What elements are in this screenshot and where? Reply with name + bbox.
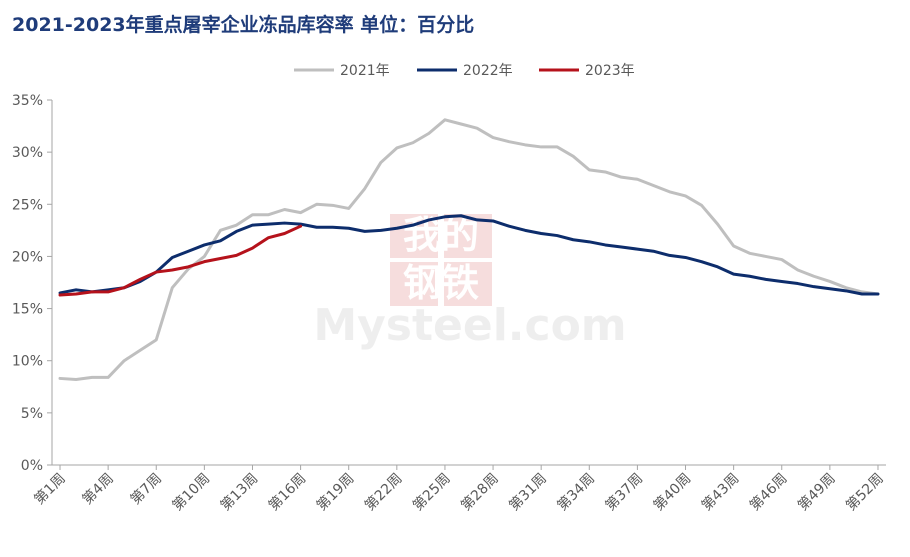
x-tick-label: 第10周	[169, 470, 213, 514]
x-axis: 第1周 第4周 第7周 第10周 第13周 第16周 第19周 第22周 第25周 第28周 第31…	[31, 464, 887, 514]
y-tick-label: 10%	[12, 354, 43, 370]
x-tick-label: 第28周	[457, 470, 501, 514]
y-tick-label: 20%	[12, 249, 43, 265]
legend-label-2021: 2021年	[340, 63, 390, 79]
watermark-block-1	[390, 214, 438, 258]
watermark-brand: Mysteel.com	[313, 300, 626, 351]
y-tick-label: 25%	[12, 197, 43, 213]
watermark-line1: 我的	[403, 213, 479, 257]
y-tick-label: 5%	[21, 406, 43, 422]
x-tick-label: 第31周	[506, 470, 550, 514]
x-tick-label: 第34周	[554, 470, 598, 514]
x-tick-label: 第25周	[409, 470, 453, 514]
y-axis: 0% 5% 10% 15% 20% 25% 30% 35%	[12, 93, 53, 474]
x-tick-label: 第52周	[842, 470, 886, 514]
legend-label-2022: 2022年	[463, 63, 513, 79]
legend: 2021年 2022年 2023年	[294, 63, 635, 79]
series-line-2022	[58, 214, 880, 296]
legend-label-2023: 2023年	[585, 63, 635, 79]
x-tick-label: 第7周	[127, 470, 165, 508]
x-tick-label: 第16周	[265, 470, 309, 514]
y-tick-label: 15%	[12, 302, 43, 318]
x-tick-label: 第37周	[602, 470, 646, 514]
watermark-block-3	[390, 262, 438, 306]
series-group	[58, 118, 880, 381]
x-tick-label: 第1周	[31, 470, 69, 508]
x-tick-label: 第22周	[361, 470, 405, 514]
watermark-block-4	[444, 262, 492, 306]
x-tick-label: 第40周	[650, 470, 694, 514]
x-tick-label: 第4周	[79, 470, 117, 508]
chart-title: 2021-2023年重点屠宰企业冻品库容率 单位：百分比	[12, 14, 475, 36]
series-line-2023	[58, 224, 303, 297]
watermark: 我的 钢铁 Mysteel.com	[313, 213, 626, 351]
x-tick-label: 第49周	[794, 470, 838, 514]
y-tick-label: 35%	[12, 93, 43, 109]
x-tick-label: 第43周	[698, 470, 742, 514]
x-tick-label: 第19周	[313, 470, 357, 514]
x-tick-label: 第13周	[217, 470, 261, 514]
y-tick-label: 0%	[21, 458, 43, 474]
x-tick-label: 第46周	[746, 470, 790, 514]
watermark-line2: 钢铁	[403, 261, 479, 305]
y-tick-label: 30%	[12, 145, 43, 161]
